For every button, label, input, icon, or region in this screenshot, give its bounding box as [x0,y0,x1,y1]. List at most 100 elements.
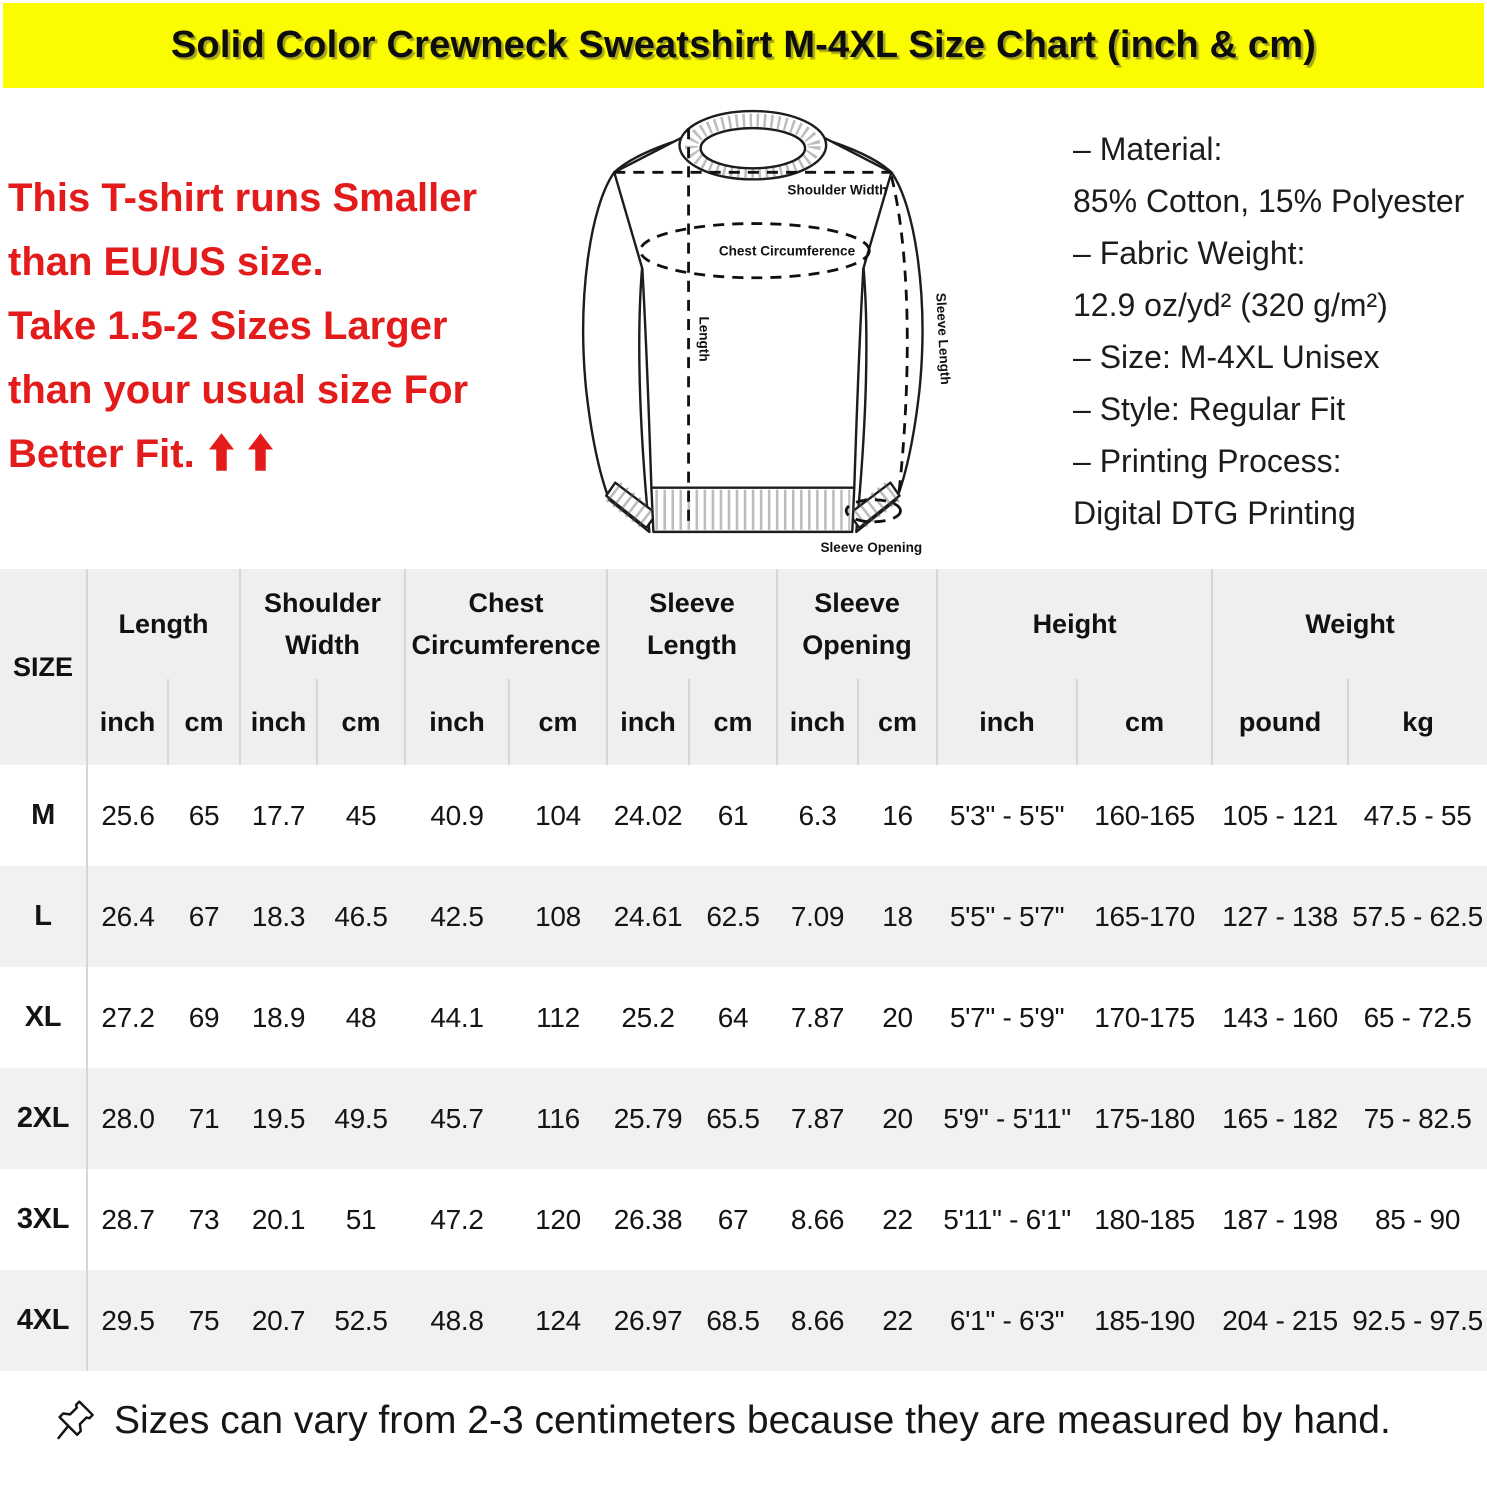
warning-line-text: Better Fit. [8,432,195,476]
table-cell: 5'9" - 5'11" [943,1102,1071,1134]
warning-line: Take 1.5-2 Sizes Larger [8,304,448,348]
unit-header: cm [317,679,407,765]
table-cell: 27.2 [101,1001,155,1033]
table-cell: 22 [882,1304,913,1336]
detail-line: Digital DTG Printing [1073,495,1356,531]
detail-line: – Printing Process: [1073,443,1342,479]
table-cell: 7.87 [790,1102,845,1134]
table-cell: 104 [535,799,581,831]
hand-measure-note-text: Sizes can vary from 2-3 centimeters beca… [114,1398,1391,1442]
row-size-label: 4XL [0,1270,88,1371]
table-cell: 105 - 121 [1222,799,1338,831]
table-cell: 65 [188,799,220,831]
table-cell: 57.5 - 62.5 [1352,900,1483,932]
table-cell: 5'11" - 6'1" [943,1203,1071,1235]
unit-header: inch [87,679,169,765]
detail-line: 12.9 oz/yd² (320 g/m²) [1073,287,1388,323]
table-cell: 85 - 90 [1375,1203,1461,1235]
table-cell: 24.61 [613,900,683,932]
table-cell: 7.09 [790,900,845,932]
table-cell: 5'7" - 5'9" [949,1001,1065,1033]
unit-header: inch [405,679,511,765]
unit-header: cm [858,679,939,765]
table-cell: 29.5 [101,1304,155,1336]
row-size-label: XL [0,967,88,1068]
unit-header: pound [1212,679,1350,765]
table-cell: 20 [882,1001,913,1033]
hand-measure-note: Sizes can vary from 2-3 centimeters beca… [56,1398,1391,1443]
row-size-label: 2XL [0,1068,88,1169]
table-cell: 92.5 - 97.5 [1352,1304,1483,1336]
column-group-sleeve-opening: Sleeve Opening [777,569,939,679]
table-cell: 65.5 [706,1102,760,1134]
column-group-height: Height [937,569,1214,679]
table-cell: 52.5 [334,1304,388,1336]
up-arrow-icon [208,433,234,471]
table-cell: 5'5" - 5'7" [949,900,1065,932]
row-size-label: 3XL [0,1169,88,1270]
diagram-label-length: Length [697,316,712,361]
unit-header: inch [777,679,860,765]
table-cell: 28.0 [101,1102,155,1134]
table-cell: 65 - 72.5 [1363,1001,1472,1033]
table-cell: 18.3 [251,900,306,932]
detail-line: – Material: [1073,131,1223,167]
table-cell: 17.7 [251,799,306,831]
unit-header: cm [1077,679,1214,765]
table-cell: 26.4 [101,900,155,932]
table-cell: 68.5 [706,1304,760,1336]
table-cell: 120 [535,1203,581,1235]
table-cell: 185-190 [1094,1304,1195,1336]
table-cell: 116 [536,1102,580,1134]
table-cell: 6'1" - 6'3" [949,1304,1065,1336]
detail-line: – Fabric Weight: [1073,235,1306,271]
table-cell: 175-180 [1094,1102,1195,1134]
table-cell: 25.2 [621,1001,675,1033]
page-title: Solid Color Crewneck Sweatshirt M-4XL Si… [170,24,1317,66]
table-header-row: SIZE Length Shoulder Width Chest Circumf… [0,569,1487,765]
table-cell: 28.7 [101,1203,155,1235]
unit-header: cm [689,679,779,765]
table-cell: 48 [345,1001,377,1033]
table-cell: 22 [882,1203,913,1235]
diagram-label-chest-circumference: Chest Circumference [719,244,856,259]
table-cell: 5'3" - 5'5" [949,799,1065,831]
detail-line: 85% Cotton, 15% Polyester [1073,183,1465,219]
unit-header: inch [607,679,691,765]
table-cell: 20 [882,1102,913,1134]
table-cell: 124 [535,1304,581,1336]
warning-line: than your usual size For [8,368,469,412]
table-cell: 20.7 [251,1304,306,1336]
table-cell: 127 - 138 [1222,900,1338,932]
table-cell: 20.1 [251,1203,306,1235]
sweatshirt-diagram: Shoulder Width Chest Circumference Lengt… [548,98,1038,560]
table-cell: 204 - 215 [1222,1304,1338,1336]
diagram-label-sleeve-opening: Sleeve Opening [821,540,923,555]
table-cell: 73 [188,1203,220,1235]
table-cell: 40.9 [430,799,484,831]
size-chart-table: SIZE Length Shoulder Width Chest Circumf… [0,569,1487,1371]
column-group-sleeve-length: Sleeve Length [607,569,779,679]
table-cell: 18 [882,900,913,932]
table-cell: 64 [717,1001,749,1033]
diagram-label-sleeve-length: Sleeve Length [933,293,953,386]
column-header-size: SIZE [0,569,88,765]
table-cell: 75 - 82.5 [1363,1102,1472,1134]
table-cell: 16 [882,799,913,831]
table-cell: 7.87 [790,1001,845,1033]
table-cell: 26.38 [613,1203,683,1235]
table-cell: 143 - 160 [1222,1001,1338,1033]
column-group-weight: Weight [1212,569,1487,679]
table-cell: 47.2 [430,1203,484,1235]
table-cell: 47.5 - 55 [1363,799,1472,831]
table-cell: 112 [536,1001,580,1033]
table-unit-row: inch cm inch cm inch cm inch cm inch cm … [0,679,1487,765]
column-group-chest-circumference: Chest Circumference [405,569,609,679]
table-cell: 69 [188,1001,220,1033]
table-cell: 24.02 [613,799,683,831]
table-row: 2XL 28.0 71 19.5 49.5 45.7 116 25.79 65.… [0,1068,1487,1169]
table-cell: 187 - 198 [1222,1203,1338,1235]
table-cell: 160-165 [1094,799,1195,831]
table-row: L 26.4 67 18.3 46.5 42.5 108 24.61 62.5 … [0,866,1487,967]
